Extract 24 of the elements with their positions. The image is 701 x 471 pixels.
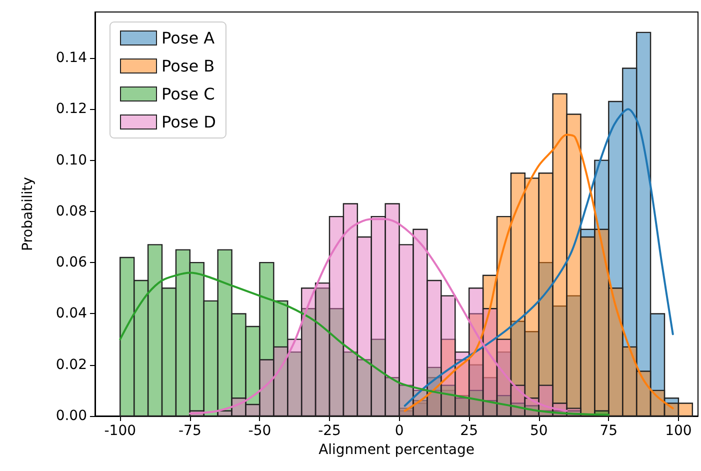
x-tick-label: 0 [394,423,404,439]
x-axis-title: Alignment percentage [318,442,474,458]
x-tick-label: -75 [178,423,202,439]
x-tick-label: -100 [104,423,136,439]
line-series [119,272,610,416]
y-tick-label: 0.08 [56,203,87,220]
x-tick-label: 75 [600,423,618,439]
y-tick-label: 0.02 [56,356,87,373]
y-tick-label: 0.06 [56,254,88,271]
legend-label: Pose D [162,112,216,132]
x-tick-label: -50 [248,423,272,439]
x-tick-label: -25 [318,423,341,439]
legend-label: Pose B [162,56,215,76]
legend-label: Pose C [162,84,215,104]
y-tick-label: 0.10 [56,152,87,168]
y-tick-label: 0.14 [56,50,88,66]
x-tick-label: 50 [530,423,548,439]
y-tick-label: 0.04 [56,306,88,322]
x-tick-label: 25 [460,423,478,439]
legend-label: Pose A [162,28,215,48]
y-tick-label: 0.00 [56,408,87,424]
x-tick-label: 100 [665,423,692,439]
y-tick-label: 0.12 [56,101,87,118]
y-axis-title: Probability [20,176,36,252]
